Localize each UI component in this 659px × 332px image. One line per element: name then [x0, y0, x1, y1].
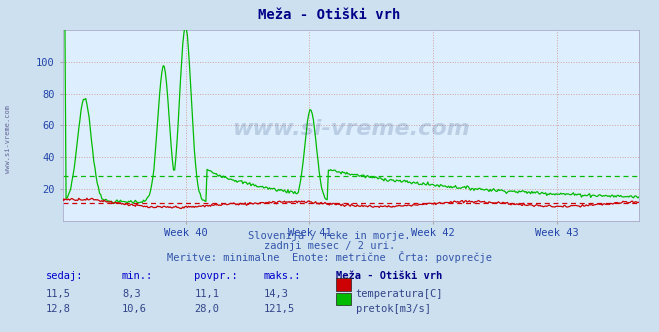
Text: min.:: min.: — [122, 271, 153, 281]
Text: 8,3: 8,3 — [122, 289, 140, 299]
Text: www.si-vreme.com: www.si-vreme.com — [5, 106, 11, 173]
Text: Slovenija / reke in morje.: Slovenija / reke in morje. — [248, 231, 411, 241]
Text: www.si-vreme.com: www.si-vreme.com — [232, 119, 470, 139]
Text: Meža - Otiški vrh: Meža - Otiški vrh — [336, 271, 442, 281]
Text: pretok[m3/s]: pretok[m3/s] — [356, 304, 431, 314]
Text: Meža - Otiški vrh: Meža - Otiški vrh — [258, 8, 401, 22]
Text: 12,8: 12,8 — [46, 304, 71, 314]
Text: sedaj:: sedaj: — [46, 271, 84, 281]
Text: 10,6: 10,6 — [122, 304, 147, 314]
Text: temperatura[C]: temperatura[C] — [356, 289, 444, 299]
Text: 121,5: 121,5 — [264, 304, 295, 314]
Text: Meritve: minimalne  Enote: metrične  Črta: povprečje: Meritve: minimalne Enote: metrične Črta:… — [167, 251, 492, 263]
Text: 11,5: 11,5 — [46, 289, 71, 299]
Text: 14,3: 14,3 — [264, 289, 289, 299]
Text: povpr.:: povpr.: — [194, 271, 238, 281]
Text: zadnji mesec / 2 uri.: zadnji mesec / 2 uri. — [264, 241, 395, 251]
Text: 28,0: 28,0 — [194, 304, 219, 314]
Text: maks.:: maks.: — [264, 271, 301, 281]
Text: 11,1: 11,1 — [194, 289, 219, 299]
